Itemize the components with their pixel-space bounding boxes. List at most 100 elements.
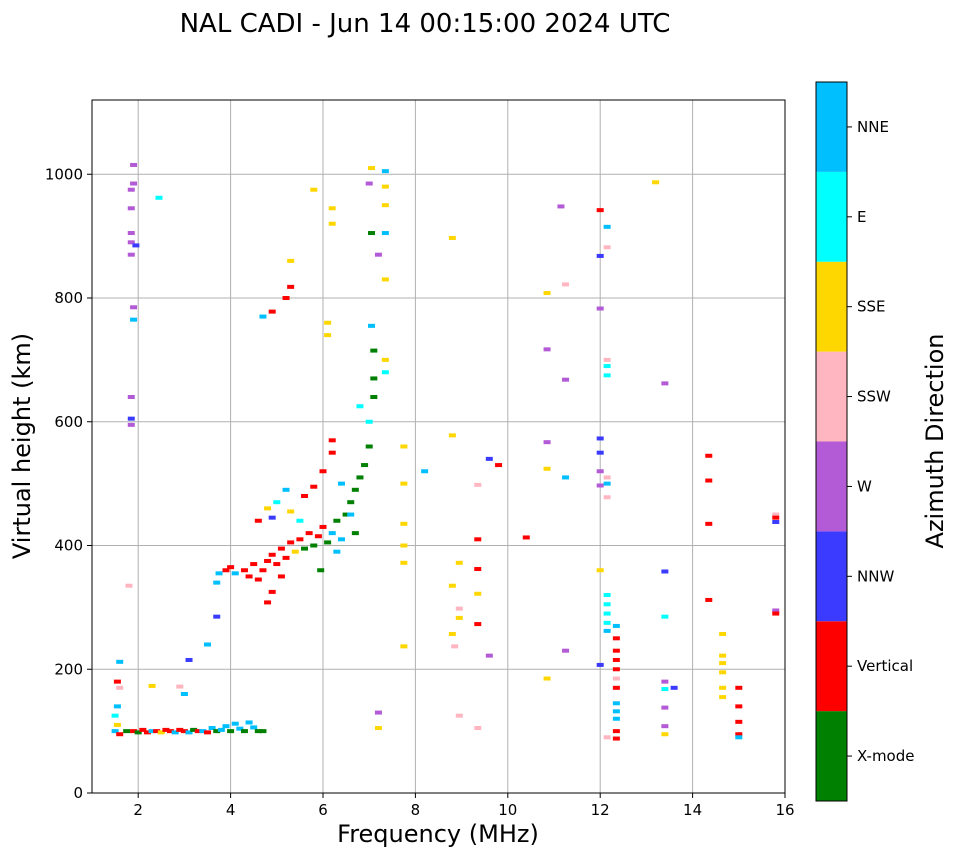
colorbar-segment (816, 711, 847, 801)
echo-point (268, 589, 276, 594)
colorbar-segment (816, 261, 847, 352)
echo-point (245, 574, 253, 579)
echo-point (213, 580, 221, 585)
echo-point (603, 224, 611, 229)
echo-point (113, 704, 121, 709)
echo-point (180, 692, 188, 696)
echo-point (448, 433, 456, 438)
echo-point (217, 727, 225, 732)
echo-point (305, 531, 313, 536)
echo-point (474, 591, 482, 596)
echo-point (155, 195, 163, 200)
echo-point (319, 469, 327, 474)
echo-point (735, 732, 743, 737)
echo-point (240, 568, 248, 573)
echo-point (127, 187, 135, 192)
x-tick-label: 2 (133, 801, 143, 819)
echo-point (612, 648, 620, 653)
echo-point (370, 376, 378, 381)
echo-point (125, 583, 133, 588)
echo-point (474, 537, 482, 542)
echo-point (661, 569, 669, 574)
echo-point (236, 726, 244, 731)
echo-point (333, 518, 341, 523)
echo-point (324, 333, 332, 338)
echo-point (231, 571, 239, 576)
echo-point (543, 347, 551, 352)
echo-point (735, 704, 743, 709)
echo-point (670, 685, 678, 690)
echo-point (485, 456, 493, 461)
echo-point (231, 721, 239, 726)
echo-point (448, 583, 456, 588)
echo-point (282, 487, 290, 492)
echo-point (361, 463, 369, 468)
echo-point (719, 670, 727, 675)
echo-point (194, 729, 202, 734)
echo-point (157, 730, 165, 735)
echo-point (324, 540, 332, 545)
echo-point (127, 240, 135, 245)
echo-point (661, 687, 669, 692)
colorbar-tick-label: NNE (857, 118, 889, 136)
x-tick-label: 6 (318, 801, 328, 819)
echo-point (148, 683, 156, 688)
echo-point (310, 543, 318, 548)
echo-point (291, 549, 299, 554)
echo-point (310, 484, 318, 489)
echo-point (448, 235, 456, 240)
echo-point (455, 713, 463, 718)
echo-point (264, 558, 272, 563)
echo-point (296, 518, 304, 523)
echo-point (381, 203, 389, 208)
colorbar: X-mode Vertical NNW W SSW SSE E NNE (815, 81, 914, 802)
echo-point (167, 729, 175, 734)
echo-point (162, 727, 170, 732)
echo-point (148, 729, 156, 734)
echo-point (213, 614, 221, 619)
echo-point (735, 719, 743, 724)
echo-point (337, 481, 345, 486)
echo-point (381, 169, 389, 174)
echo-point (171, 730, 179, 735)
echo-point (254, 577, 262, 582)
echo-point (127, 206, 135, 211)
colorbar-tick-label: NNW (857, 567, 894, 585)
echo-point (268, 552, 276, 557)
echo-point (596, 450, 604, 455)
echo-point (485, 653, 493, 658)
echo-point (596, 483, 604, 488)
echo-point (400, 560, 408, 565)
y-tick-label: 1000 (45, 165, 83, 183)
echo-point (185, 730, 193, 735)
echo-point (495, 463, 503, 468)
echo-point (400, 644, 408, 649)
colorbar-tick-label: W (857, 477, 872, 495)
echo-point (185, 657, 193, 662)
echo-point (259, 729, 267, 734)
echo-point (127, 231, 135, 236)
echo-point (381, 370, 389, 375)
echo-point (543, 291, 551, 296)
echo-point (474, 622, 482, 627)
echo-point (250, 562, 258, 567)
echo-point (287, 258, 295, 263)
echo-point (562, 377, 570, 382)
echo-point (116, 732, 124, 737)
colorbar-tick-label: X-mode (857, 747, 914, 765)
echo-point (719, 685, 727, 690)
echo-point (259, 314, 267, 319)
echo-point (772, 512, 780, 517)
x-axis-label: Frequency (MHz) (337, 820, 539, 848)
echo-point (735, 735, 743, 740)
echo-point (543, 440, 551, 445)
echo-point (116, 685, 124, 690)
echo-point (111, 729, 119, 734)
x-tick-label: 4 (226, 801, 236, 819)
echo-point (596, 568, 604, 573)
echo-point (273, 500, 281, 505)
echo-point (204, 642, 211, 647)
echo-point (374, 726, 382, 731)
echo-point (113, 679, 121, 684)
